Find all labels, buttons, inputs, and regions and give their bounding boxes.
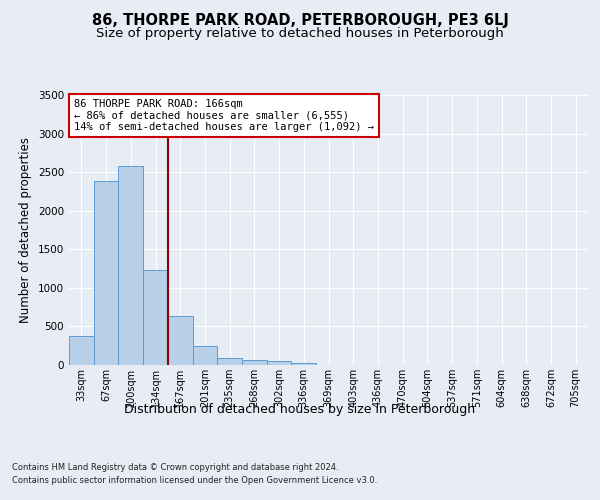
Bar bbox=[193, 346, 217, 365]
Text: Contains public sector information licensed under the Open Government Licence v3: Contains public sector information licen… bbox=[12, 476, 377, 485]
Bar bbox=[69, 336, 94, 365]
Text: 86, THORPE PARK ROAD, PETERBOROUGH, PE3 6LJ: 86, THORPE PARK ROAD, PETERBOROUGH, PE3 … bbox=[92, 12, 508, 28]
Text: 86 THORPE PARK ROAD: 166sqm
← 86% of detached houses are smaller (6,555)
14% of : 86 THORPE PARK ROAD: 166sqm ← 86% of det… bbox=[74, 99, 374, 132]
Bar bbox=[118, 166, 143, 365]
Text: Size of property relative to detached houses in Peterborough: Size of property relative to detached ho… bbox=[96, 28, 504, 40]
Text: Distribution of detached houses by size in Peterborough: Distribution of detached houses by size … bbox=[124, 402, 476, 415]
Bar bbox=[242, 360, 267, 365]
Bar bbox=[217, 358, 242, 365]
Y-axis label: Number of detached properties: Number of detached properties bbox=[19, 137, 32, 323]
Bar bbox=[143, 270, 168, 365]
Text: Contains HM Land Registry data © Crown copyright and database right 2024.: Contains HM Land Registry data © Crown c… bbox=[12, 462, 338, 471]
Bar bbox=[267, 361, 292, 365]
Bar bbox=[292, 364, 316, 365]
Bar bbox=[94, 180, 118, 365]
Bar bbox=[168, 316, 193, 365]
